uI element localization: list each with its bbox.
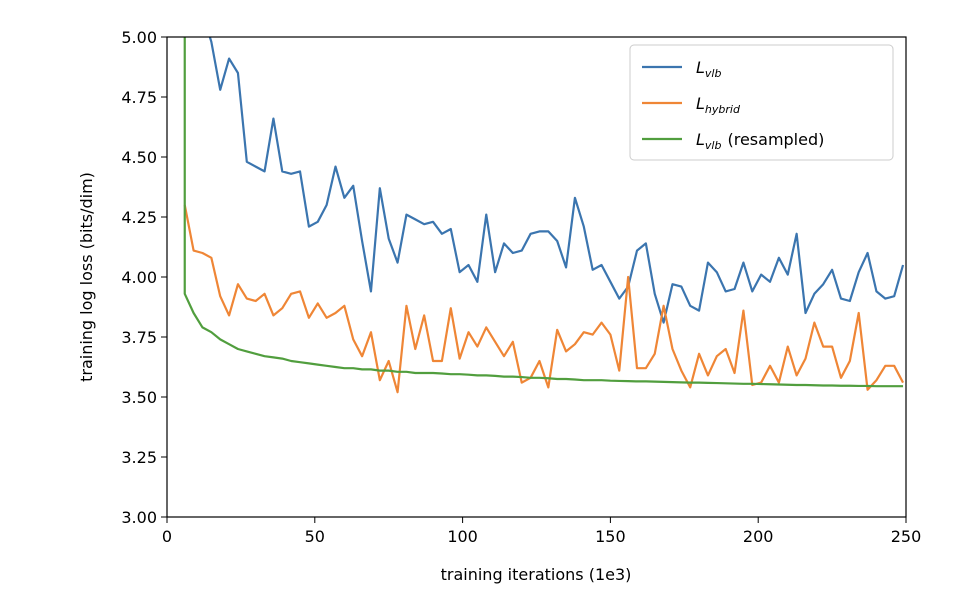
y-tick-label: 4.25 (121, 208, 157, 227)
legend-name: L (696, 58, 705, 77)
x-tick-label: 200 (743, 527, 774, 546)
x-tick-label: 250 (891, 527, 922, 546)
x-axis-label: training iterations (1e3) (441, 565, 632, 584)
line-series (183, 37, 904, 388)
y-tick-label: 5.00 (121, 28, 157, 47)
x-tick-label: 50 (305, 527, 325, 546)
legend-box (629, 44, 894, 161)
legend-subscript: vlb (705, 139, 722, 152)
legend-label: Lhybrid (696, 94, 741, 116)
y-tick-label: 4.75 (121, 88, 157, 107)
y-tick-label: 3.50 (121, 388, 157, 407)
line-series (208, 37, 905, 324)
legend-subscript: vlb (705, 67, 722, 80)
legend-subscript: hybrid (705, 103, 741, 116)
legend-name: L (696, 94, 705, 113)
y-tick-label: 3.75 (121, 328, 157, 347)
legend-label: Lvlb (resampled) (696, 130, 824, 152)
legend-suffix: (resampled) (727, 130, 824, 149)
x-tick-label: 150 (595, 527, 626, 546)
plot-frame (166, 36, 907, 518)
y-tick-label: 4.00 (121, 268, 157, 287)
legend-name: L (696, 130, 705, 149)
y-tick-label: 3.00 (121, 508, 157, 527)
y-tick-label: 3.25 (121, 448, 157, 467)
x-tick-label: 100 (447, 527, 478, 546)
x-tick-label: 0 (162, 527, 172, 546)
y-tick-label: 4.50 (121, 148, 157, 167)
y-axis-label: training log loss (bits/dim) (77, 172, 96, 382)
line-series (183, 204, 905, 394)
legend-label: Lvlb (696, 58, 721, 80)
